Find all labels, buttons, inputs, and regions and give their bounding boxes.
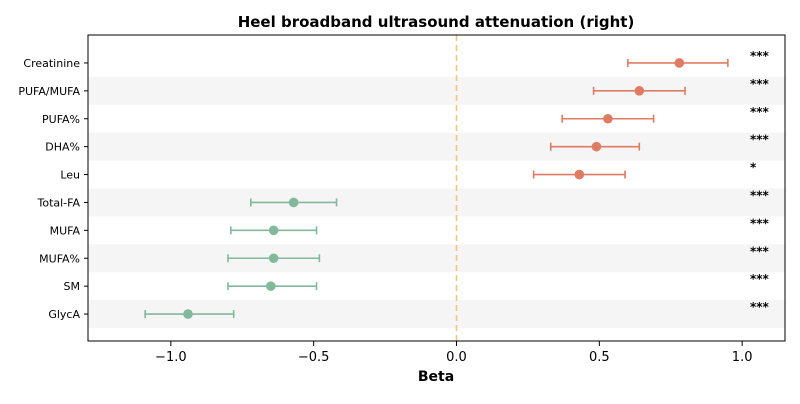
significance-label: *** bbox=[750, 133, 770, 147]
estimate-point bbox=[674, 58, 685, 68]
y-tick-label: PUFA% bbox=[42, 113, 80, 126]
x-axis-label: Beta bbox=[418, 369, 454, 385]
y-tick-label: Total-FA bbox=[36, 196, 80, 209]
significance-label: *** bbox=[750, 49, 770, 63]
row-bands bbox=[88, 76, 785, 328]
x-tick-label: −1.0 bbox=[155, 350, 187, 365]
estimate-point bbox=[268, 253, 279, 264]
significance-label: *** bbox=[750, 216, 770, 230]
estimate-marks bbox=[144, 58, 729, 319]
estimate-point bbox=[183, 309, 193, 319]
x-tick-label: −0.5 bbox=[298, 350, 330, 365]
plot-frame bbox=[87, 34, 786, 342]
chart-title: Heel broadband ultrasound attenuation (r… bbox=[238, 13, 635, 31]
y-tick-labels: Creatinine PUFA/MUFA PUFA% DHA% Leu Total-FA M… bbox=[18, 57, 88, 321]
row-band bbox=[88, 244, 785, 273]
estimate-point bbox=[591, 141, 602, 152]
significance-label: * bbox=[750, 161, 757, 175]
significance-label: *** bbox=[750, 105, 770, 119]
x-tick-label: 1.0 bbox=[732, 350, 753, 365]
estimate-point bbox=[603, 113, 613, 124]
y-tick-label: PUFA/MUFA bbox=[18, 85, 80, 98]
significance-label: *** bbox=[750, 300, 770, 314]
x-tick-label: 0.0 bbox=[446, 350, 467, 365]
y-tick-label: Leu bbox=[60, 169, 80, 182]
estimate-point bbox=[266, 281, 276, 291]
row-band bbox=[88, 188, 785, 217]
row-band bbox=[88, 132, 785, 161]
y-tick-label: MUFA% bbox=[39, 252, 80, 265]
y-tick-label: Creatinine bbox=[23, 57, 80, 70]
x-tick-label: 0.5 bbox=[589, 350, 610, 365]
estimate-point bbox=[288, 197, 299, 208]
significance-labels: **************************** bbox=[750, 49, 770, 314]
y-tick-label: MUFA bbox=[50, 224, 81, 237]
y-tick-label: DHA% bbox=[45, 141, 80, 154]
estimate-point bbox=[634, 86, 645, 96]
significance-label: *** bbox=[750, 244, 770, 258]
significance-label: *** bbox=[750, 188, 770, 202]
y-tick-label: SM bbox=[64, 280, 80, 293]
estimate-point bbox=[574, 169, 585, 180]
x-tick-labels: −1.0 −0.5 0.0 0.5 1.0 bbox=[155, 341, 752, 365]
significance-label: *** bbox=[750, 272, 770, 286]
y-tick-label: GlycA bbox=[48, 308, 80, 321]
estimate-point bbox=[268, 225, 279, 236]
significance-label: *** bbox=[750, 77, 770, 91]
